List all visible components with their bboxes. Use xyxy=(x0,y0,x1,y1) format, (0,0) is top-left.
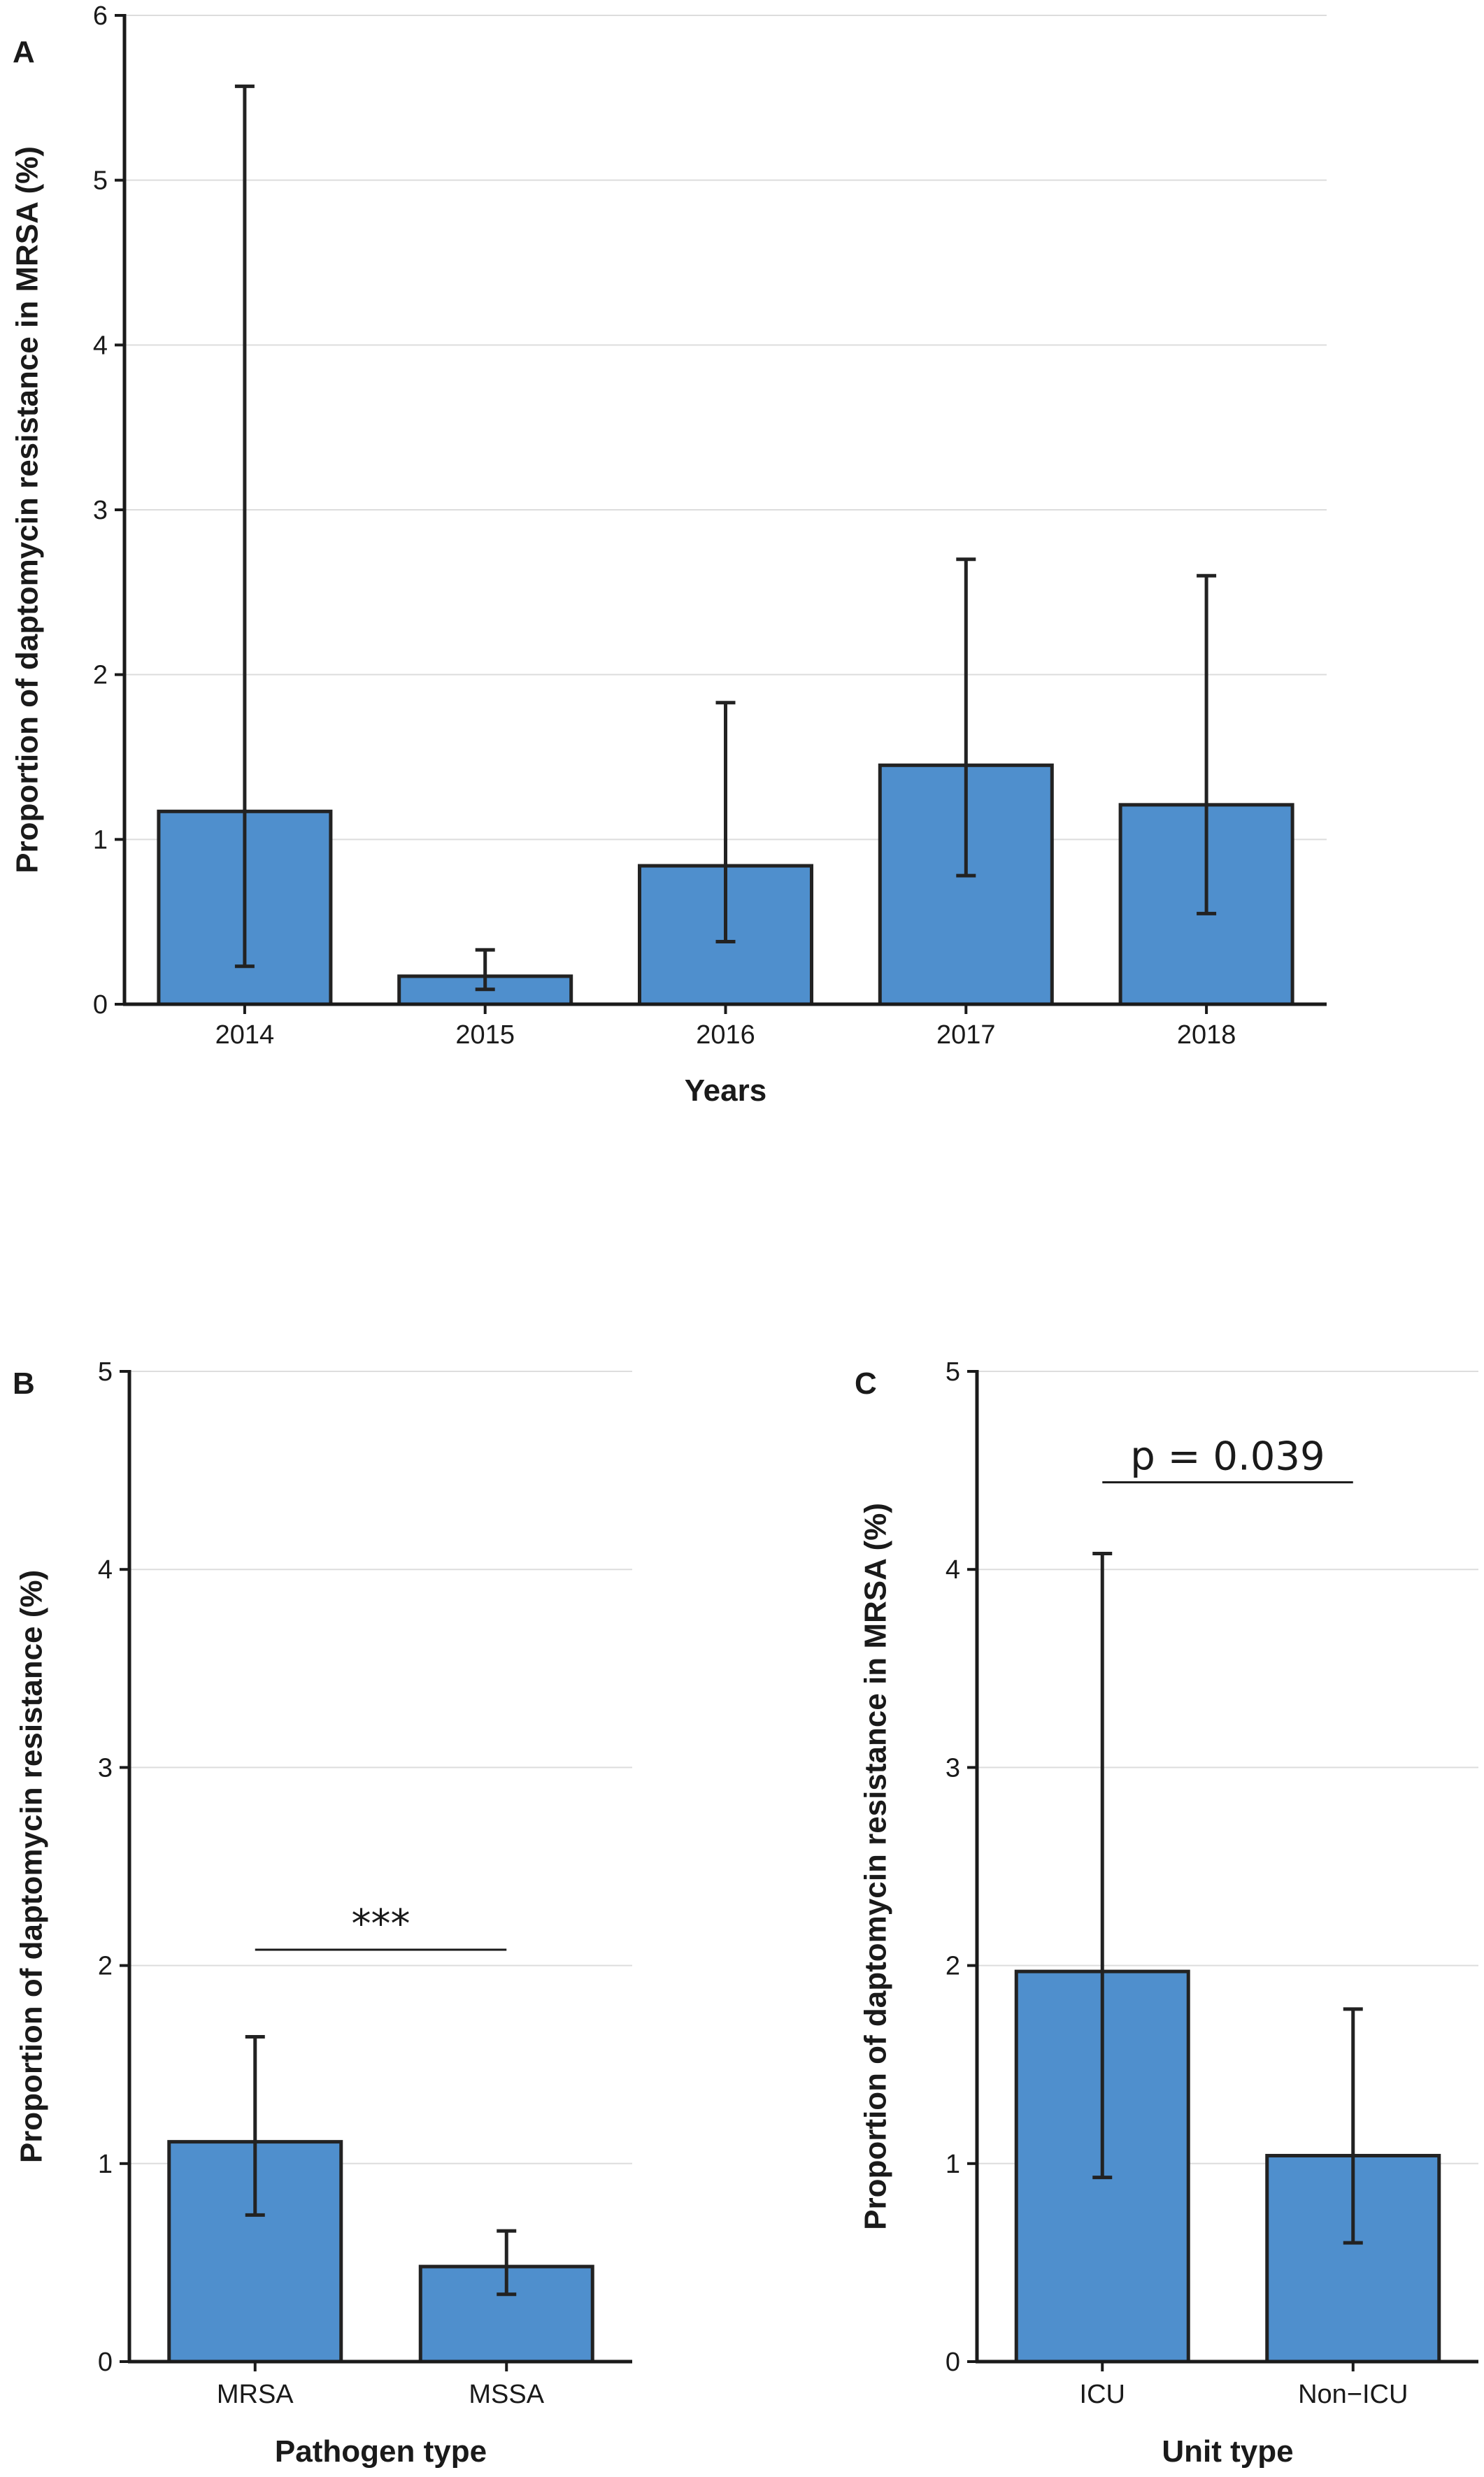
y-tick-label: 0 xyxy=(946,2348,960,2377)
y-tick-label: 3 xyxy=(98,1753,113,1783)
y-tick-label: 0 xyxy=(93,990,108,1020)
y-tick-label: 1 xyxy=(946,2150,960,2179)
y-axis-title: Proportion of daptomycin resistance in M… xyxy=(10,146,45,873)
y-tick-label: 4 xyxy=(946,1555,960,1585)
y-tick-label: 2 xyxy=(93,661,108,690)
y-axis-title: Proportion of daptomycin resistance (%) xyxy=(15,1570,49,2163)
x-tick-label: MRSA xyxy=(217,2380,294,2409)
x-tick-label: MSSA xyxy=(469,2380,544,2409)
y-tick-label: 5 xyxy=(98,1357,113,1387)
x-tick-label: 2014 xyxy=(215,1020,275,1050)
y-tick-label: 0 xyxy=(98,2348,113,2377)
x-axis-title: Years xyxy=(685,1073,766,1108)
panel-label: A xyxy=(13,35,35,69)
panel-label: B xyxy=(13,1366,35,1401)
x-axis-title: Pathogen type xyxy=(275,2434,487,2469)
x-tick-label: 2016 xyxy=(696,1020,755,1050)
x-tick-label: 2015 xyxy=(455,1020,515,1050)
y-tick-label: 3 xyxy=(946,1753,960,1783)
significance-label: p = 0.039 xyxy=(1130,1434,1325,1480)
panel-b: B 0 1 2 3 4 5 MRSA MSSA Pathogen type Proportion o… xyxy=(13,1357,632,2469)
y-tick-label: 2 xyxy=(98,1952,113,1981)
x-axis-title: Unit type xyxy=(1162,2434,1293,2469)
x-tick-label: 2017 xyxy=(936,1020,996,1050)
y-tick-label: 1 xyxy=(98,2150,113,2179)
y-tick-label: 6 xyxy=(93,1,108,31)
x-tick-label: Non−ICU xyxy=(1298,2380,1408,2409)
significance-label: *** xyxy=(352,1901,411,1947)
y-axis-title: Proportion of daptomycin resistance in M… xyxy=(859,1503,893,2230)
y-tick-label: 1 xyxy=(93,825,108,855)
x-tick-label: ICU xyxy=(1080,2380,1125,2409)
y-tick-label: 4 xyxy=(98,1555,113,1585)
panel-label: C xyxy=(855,1366,877,1401)
y-tick-label: 4 xyxy=(93,331,108,360)
x-tick-label: 2018 xyxy=(1177,1020,1236,1050)
panel-a: A 0 1 2 3 4 5 6 2014 2015 2016 2017 2018 Years Proport… xyxy=(10,1,1327,1108)
y-tick-label: 3 xyxy=(93,496,108,525)
y-tick-label: 2 xyxy=(946,1952,960,1981)
y-tick-label: 5 xyxy=(93,166,108,196)
y-tick-label: 5 xyxy=(946,1357,960,1387)
